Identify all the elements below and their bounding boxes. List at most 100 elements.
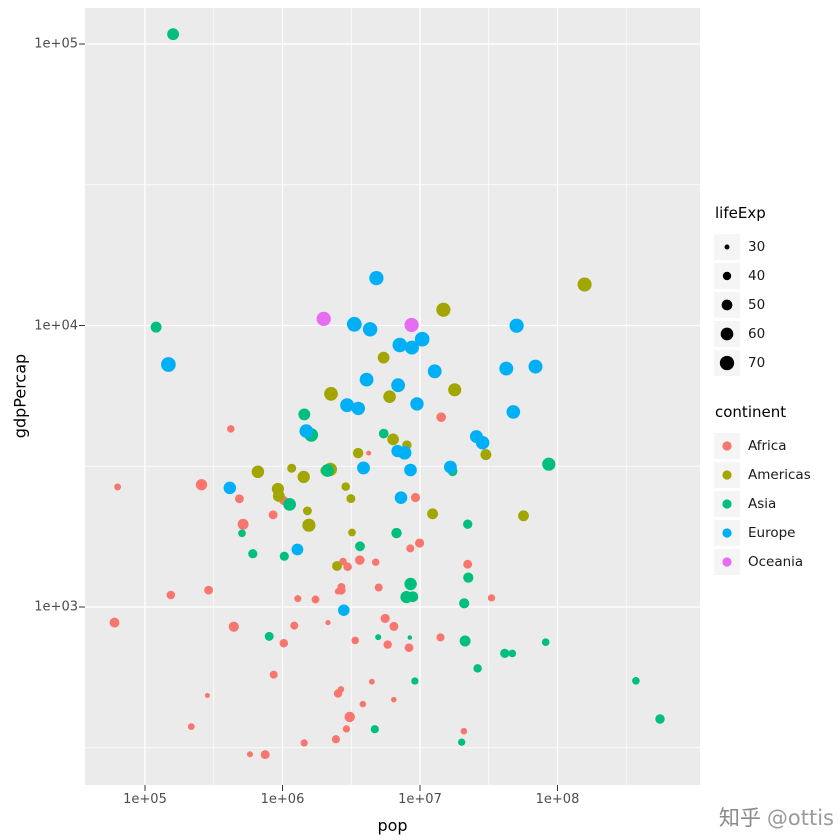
data-point [344,711,355,723]
data-point [331,735,340,744]
color-legend-key-dot-icon [714,548,740,575]
color-legend-key-dot-icon [714,461,740,488]
data-point [290,621,299,630]
data-point [380,613,390,623]
color-legend-label: Americas [748,466,811,483]
data-point [368,678,375,685]
data-point [251,465,265,479]
data-point [316,311,331,327]
data-point [463,559,473,569]
data-point [459,598,470,609]
data-point [340,398,355,413]
data-point [443,460,457,474]
data-point [204,693,210,698]
size-legend-items: 30 40 50 60 70 [714,232,840,377]
data-point [473,664,482,673]
data-point [458,738,466,746]
data-point [460,727,468,735]
data-point [325,620,331,626]
size-legend-label: 60 [748,325,766,342]
data-point [324,387,338,401]
size-legend-item: 70 [714,348,840,377]
color-legend-item: Americas [714,460,840,489]
size-legend-item: 60 [714,319,840,348]
color-legend-items: Africa Americas Asia Europe Oceania [714,431,840,576]
data-point [302,518,316,532]
size-legend-key-dot-icon [714,233,740,260]
data-point [387,433,399,446]
data-point [518,510,529,522]
size-legend-label: 70 [748,354,766,371]
data-point [499,361,514,376]
data-point [109,617,120,628]
data-point [655,714,665,724]
data-point [291,543,304,556]
data-point [352,447,364,459]
data-point [187,723,195,730]
data-point [272,490,285,502]
size-legend-item: 30 [714,232,840,261]
data-point [357,461,370,475]
data-point [166,590,176,600]
data-point [404,643,414,653]
data-point [299,424,314,438]
data-point [374,583,383,592]
data-point [342,725,351,733]
color-legend-key-dot-icon [714,432,740,459]
data-point [415,538,425,548]
data-point [302,506,312,516]
size-legend-label: 40 [748,267,766,284]
data-point [475,435,490,450]
data-point [195,479,208,491]
data-point [161,357,176,372]
data-point [338,604,350,616]
color-legend-key-dot-icon [714,490,740,517]
legend-panel: lifeExp 30 40 50 60 70 continent Africa Ameri… [714,204,840,576]
data-point [632,676,640,685]
data-point [414,331,430,347]
data-point [577,277,592,292]
data-point [287,463,297,473]
data-point [204,585,213,595]
data-point [228,621,239,632]
data-point [355,555,365,565]
data-point [311,595,320,604]
data-point [279,639,289,648]
data-point [392,337,408,353]
size-legend-key-dot-icon [714,349,740,376]
data-point [528,359,543,374]
data-point [391,696,397,703]
data-point [500,648,510,659]
data-point [427,364,442,379]
data-point [448,383,462,397]
data-point [463,519,473,529]
size-legend-item: 50 [714,290,840,319]
data-point [394,491,408,504]
data-point [369,270,384,286]
data-point [348,528,356,537]
data-point [237,518,249,530]
data-point [341,482,350,491]
data-point [283,498,296,511]
data-point [508,649,517,658]
data-point [375,634,382,641]
data-point [391,527,402,539]
color-legend-key-dot-icon [714,519,740,546]
size-legend-key-dot-icon [714,320,740,347]
color-legend-label: Asia [748,495,777,512]
data-point [246,751,254,758]
data-point [377,351,390,364]
data-point [366,450,372,456]
data-point [333,689,343,698]
size-legend-label: 30 [748,238,766,255]
data-point [436,633,445,642]
data-point [362,322,378,337]
x-axis-title: pop [377,816,408,835]
data-point [355,541,365,552]
data-point [268,510,278,520]
watermark-username: @ottis [766,806,834,830]
data-point [391,378,406,393]
color-legend-label: Europe [748,524,796,541]
color-legend-item: Europe [714,518,840,547]
data-point [463,572,474,583]
